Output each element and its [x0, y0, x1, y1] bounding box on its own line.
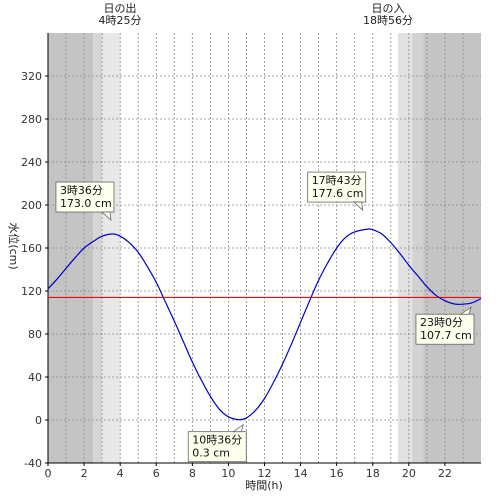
grid-lines	[48, 33, 481, 463]
y-tick-label: 0	[35, 414, 42, 427]
sunrise-label: 日の出	[104, 1, 137, 15]
annotation-value: 173.0 cm	[60, 197, 112, 210]
twilight-band-2	[102, 33, 121, 463]
x-axis-title: 時間(h)	[245, 479, 283, 492]
y-tick-label: 200	[21, 199, 42, 212]
x-tick-label: 22	[438, 467, 452, 480]
annotation-box	[187, 431, 247, 463]
tide-level-line	[47, 228, 482, 421]
y-tick-label: 160	[21, 242, 42, 255]
annotation-pointer	[100, 211, 112, 222]
y-tick-label: 80	[28, 328, 42, 341]
x-tick-label: 6	[153, 467, 160, 480]
x-tick-label: 8	[189, 467, 196, 480]
annotation-box	[55, 181, 115, 213]
y-tick-label: 120	[21, 285, 42, 298]
annotation-box	[307, 171, 367, 203]
x-tick-label: 2	[81, 467, 88, 480]
x-tick-label: 18	[366, 467, 380, 480]
annotation-pointer	[459, 306, 472, 315]
annotation-value: 177.6 cm	[312, 187, 364, 200]
x-tick-label: 12	[258, 467, 272, 480]
sunrise-time: 4時25分	[99, 14, 142, 27]
annotation-time: 23時0分	[420, 316, 463, 329]
x-tick-label: 10	[221, 467, 235, 480]
y-tick-labels: -40 0 40 80 120 160 200 240 280 320	[21, 70, 48, 470]
x-tick-label: 16	[330, 467, 344, 480]
annotation-pointer	[352, 201, 364, 212]
x-tick-label: 20	[402, 467, 416, 480]
annotation-time: 3時36分	[60, 184, 103, 197]
x-tick-labels: 0 2 4 6 8 10 12 14 16 18 20 22	[45, 463, 452, 480]
y-tick-label: 280	[21, 113, 42, 126]
x-tick-label: 4	[117, 467, 124, 480]
annotation-time: 17時43分	[312, 174, 362, 187]
sunset-label: 日の入	[372, 2, 405, 15]
annotation-time: 10時36分	[192, 434, 242, 447]
y-tick-label: 240	[21, 156, 42, 169]
sunset-time: 18時56分	[363, 14, 413, 27]
y-tick-label: 320	[21, 70, 42, 83]
x-tick-label: 14	[294, 467, 308, 480]
y-tick-label: -40	[24, 457, 42, 470]
twilight-band-0	[48, 33, 94, 463]
x-tick-label: 0	[45, 467, 52, 480]
annotation-value: 107.7 cm	[420, 329, 472, 342]
y-axis-title: 水位(cm)	[7, 222, 21, 269]
y-tick-label: 40	[28, 371, 42, 384]
annotation-value: 0.3 cm	[192, 447, 230, 460]
annotation-box	[415, 313, 475, 345]
annotation-pointer	[231, 423, 244, 433]
